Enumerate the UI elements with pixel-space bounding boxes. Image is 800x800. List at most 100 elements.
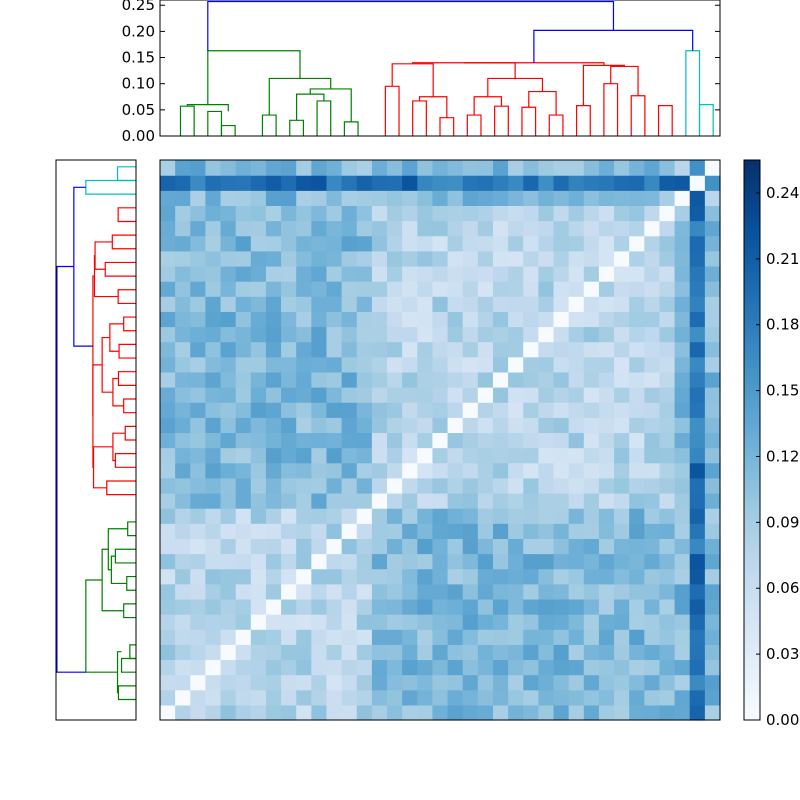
heatmap-cell bbox=[538, 160, 555, 176]
heatmap-cell bbox=[250, 220, 267, 237]
heatmap-cell bbox=[598, 341, 615, 358]
heatmap-cell bbox=[311, 583, 328, 600]
heatmap-cell bbox=[417, 265, 434, 282]
heatmap-cell bbox=[296, 387, 312, 403]
colorbar-tick-label: 0.09 bbox=[766, 513, 799, 531]
heatmap-cell bbox=[523, 492, 539, 509]
heatmap-cell bbox=[462, 614, 479, 630]
heatmap-cell bbox=[250, 371, 267, 388]
heatmap-cell bbox=[175, 341, 191, 358]
heatmap-cell bbox=[614, 235, 630, 252]
heatmap-cell bbox=[553, 356, 570, 373]
left-dendrogram-link-2 bbox=[129, 644, 136, 660]
heatmap-cell bbox=[583, 477, 600, 494]
heatmap-cell bbox=[492, 265, 509, 282]
heatmap-cell bbox=[296, 402, 312, 418]
heatmap-cell bbox=[175, 356, 191, 373]
heatmap-cell bbox=[477, 583, 494, 600]
heatmap-cell bbox=[341, 659, 358, 676]
heatmap-cell bbox=[235, 659, 252, 676]
heatmap-cell bbox=[175, 371, 191, 388]
heatmap-cell bbox=[462, 553, 479, 570]
heatmap-cell bbox=[311, 175, 328, 191]
heatmap-cell bbox=[265, 160, 282, 176]
heatmap-cell bbox=[190, 341, 207, 358]
heatmap-cell bbox=[583, 265, 600, 282]
heatmap-cell bbox=[674, 220, 691, 237]
heatmap-cell bbox=[583, 341, 600, 358]
heatmap-cell bbox=[568, 644, 585, 661]
heatmap-cell bbox=[659, 462, 676, 479]
heatmap-cell bbox=[175, 205, 191, 222]
heatmap-cell bbox=[659, 477, 676, 494]
heatmap-cell bbox=[250, 447, 267, 464]
heatmap-cell bbox=[326, 674, 343, 691]
heatmap-cell bbox=[492, 417, 509, 434]
heatmap-cell bbox=[583, 659, 600, 676]
heatmap-cell bbox=[311, 644, 328, 661]
heatmap-cell bbox=[553, 402, 570, 418]
heatmap-cell bbox=[311, 371, 328, 388]
heatmap-cell bbox=[281, 704, 297, 721]
heatmap-cell bbox=[205, 477, 222, 494]
heatmap-cell bbox=[341, 160, 358, 176]
heatmap-cell bbox=[371, 311, 388, 328]
heatmap-cell bbox=[644, 160, 661, 176]
heatmap-cell bbox=[447, 205, 464, 222]
heatmap-cell bbox=[704, 523, 721, 539]
heatmap-cell bbox=[629, 583, 645, 600]
heatmap-cell bbox=[447, 659, 464, 676]
heatmap-cell bbox=[205, 235, 222, 252]
heatmap-cell bbox=[508, 281, 524, 297]
heatmap-cell bbox=[568, 447, 585, 464]
heatmap-cell bbox=[417, 281, 434, 297]
heatmap-cell bbox=[265, 402, 282, 418]
heatmap-cell bbox=[432, 190, 449, 207]
heatmap-cell bbox=[402, 371, 418, 388]
heatmap bbox=[160, 160, 721, 721]
heatmap-cell bbox=[614, 205, 630, 222]
heatmap-cell bbox=[235, 175, 252, 191]
heatmap-cell bbox=[356, 614, 373, 630]
heatmap-cell bbox=[659, 250, 676, 267]
top-axis-tick-label: 0.25 bbox=[122, 0, 155, 14]
heatmap-cell bbox=[205, 190, 222, 207]
heatmap-cell bbox=[417, 523, 434, 539]
heatmap-cell bbox=[508, 190, 524, 207]
heatmap-cell bbox=[689, 644, 706, 661]
heatmap-cell bbox=[265, 674, 282, 691]
heatmap-cell bbox=[235, 432, 252, 449]
heatmap-cell bbox=[508, 659, 524, 676]
heatmap-cell bbox=[629, 220, 645, 237]
heatmap-cell bbox=[629, 250, 645, 267]
top-dendrogram-link-27 bbox=[610, 65, 639, 96]
heatmap-cell bbox=[296, 356, 312, 373]
heatmap-cell bbox=[235, 281, 252, 297]
heatmap-cell bbox=[553, 492, 570, 509]
heatmap-cell bbox=[553, 265, 570, 282]
heatmap-cell bbox=[674, 704, 691, 721]
heatmap-cell bbox=[508, 583, 524, 600]
heatmap-cell bbox=[432, 674, 449, 691]
heatmap-cell bbox=[538, 281, 555, 297]
heatmap-cell bbox=[538, 326, 555, 343]
heatmap-cell bbox=[402, 659, 418, 676]
heatmap-cell bbox=[265, 447, 282, 464]
heatmap-cell bbox=[477, 704, 494, 721]
heatmap-cell bbox=[281, 523, 297, 539]
heatmap-cell bbox=[659, 508, 676, 524]
heatmap-cell bbox=[523, 371, 539, 388]
heatmap-cell bbox=[220, 265, 237, 282]
heatmap-cell bbox=[402, 175, 418, 191]
heatmap-cell bbox=[553, 674, 570, 691]
heatmap-cell bbox=[523, 447, 539, 464]
heatmap-cell bbox=[447, 326, 464, 343]
heatmap-cell bbox=[341, 674, 358, 691]
heatmap-cell bbox=[689, 508, 706, 524]
heatmap-cell bbox=[644, 250, 661, 267]
top-dendrogram-link-18 bbox=[548, 114, 564, 136]
top-dendrogram-link-5 bbox=[289, 119, 305, 136]
heatmap-cell bbox=[659, 674, 676, 691]
heatmap-cell bbox=[160, 598, 176, 615]
heatmap-cell bbox=[417, 674, 434, 691]
